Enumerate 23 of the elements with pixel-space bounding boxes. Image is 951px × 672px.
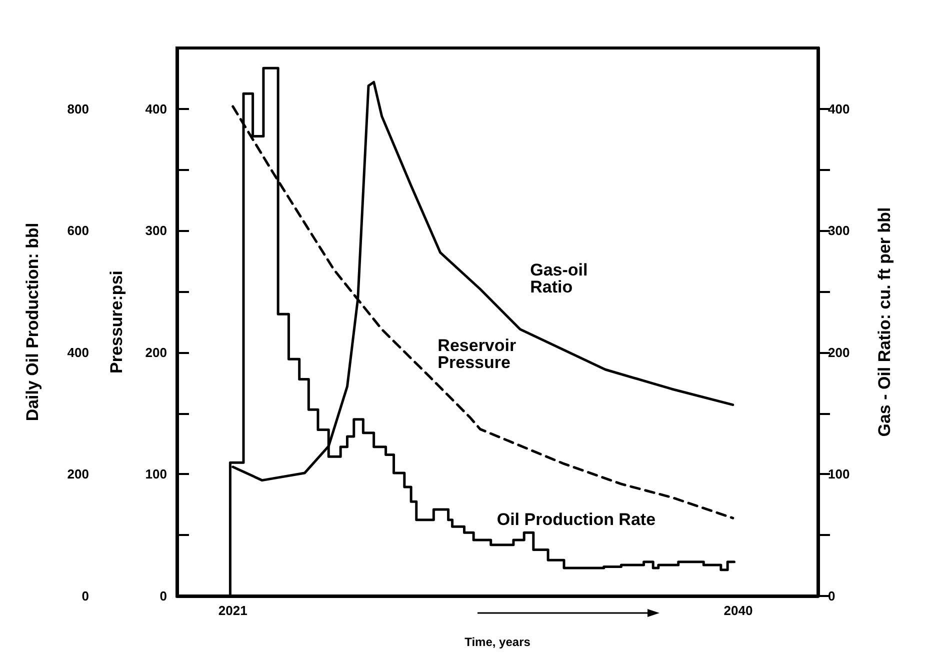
y3-tick-label: 0 bbox=[82, 588, 89, 604]
y2-tick-label: 100 bbox=[828, 466, 850, 482]
y-tick-label: 400 bbox=[145, 101, 167, 116]
y2-tick-label: 400 bbox=[828, 101, 850, 116]
x-tick-label: 2040 bbox=[724, 603, 753, 618]
y-tick-label: 0 bbox=[160, 588, 167, 604]
y3-axis-title: Daily Oil Production: bbl bbox=[23, 222, 42, 422]
series-label: Oil Production Rate bbox=[496, 510, 656, 529]
y2-axis-title: Gas - Oil Ratio: cu. ft per bbl bbox=[875, 207, 894, 437]
series-label: Reservoir Pressure bbox=[438, 336, 521, 372]
x-axis-title: Time, years bbox=[464, 635, 531, 649]
y-tick-label: 100 bbox=[145, 466, 167, 482]
y-tick-label: 300 bbox=[145, 223, 167, 238]
y2-tick-label: 300 bbox=[828, 223, 850, 238]
y3-tick-label: 200 bbox=[67, 466, 89, 482]
y3-tick-label: 800 bbox=[67, 101, 89, 116]
y-tick-label: 200 bbox=[145, 344, 167, 360]
y3-tick-label: 600 bbox=[67, 223, 89, 238]
y-axis-title: Pressure:psi bbox=[107, 270, 126, 374]
x-tick-label: 2021 bbox=[218, 603, 248, 618]
y2-tick-label: 200 bbox=[828, 344, 850, 360]
series-label: Gas-oil Ratio bbox=[530, 260, 592, 296]
y3-tick-label: 400 bbox=[67, 344, 89, 360]
